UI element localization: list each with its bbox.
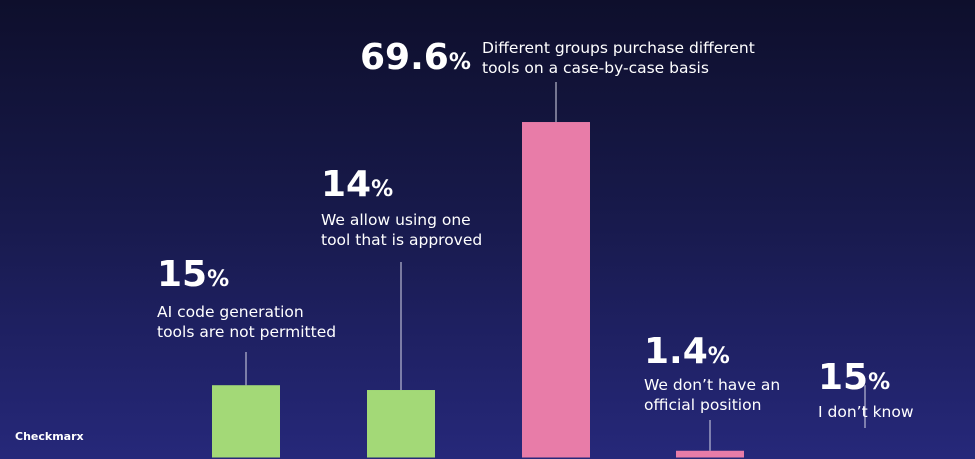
category-label: I don’t know (818, 403, 914, 421)
bar (212, 385, 280, 458)
value-label: 69.6% (360, 37, 471, 78)
bar (367, 390, 435, 458)
value-label: 1.4% (644, 331, 730, 372)
category-label: AI code generation tools are not permitt… (157, 303, 337, 341)
value-label: 15% (157, 254, 230, 295)
bar (676, 450, 744, 458)
value-label: 15% (818, 357, 891, 398)
category-label: We allow using one tool that is approved (321, 211, 483, 249)
value-label: 14% (321, 164, 394, 205)
category-label: Different groups purchase different tool… (482, 39, 755, 77)
category-label: We don’t have an official position (644, 376, 781, 414)
brand-logo: Checkmarx (15, 430, 84, 443)
bar (522, 122, 590, 458)
